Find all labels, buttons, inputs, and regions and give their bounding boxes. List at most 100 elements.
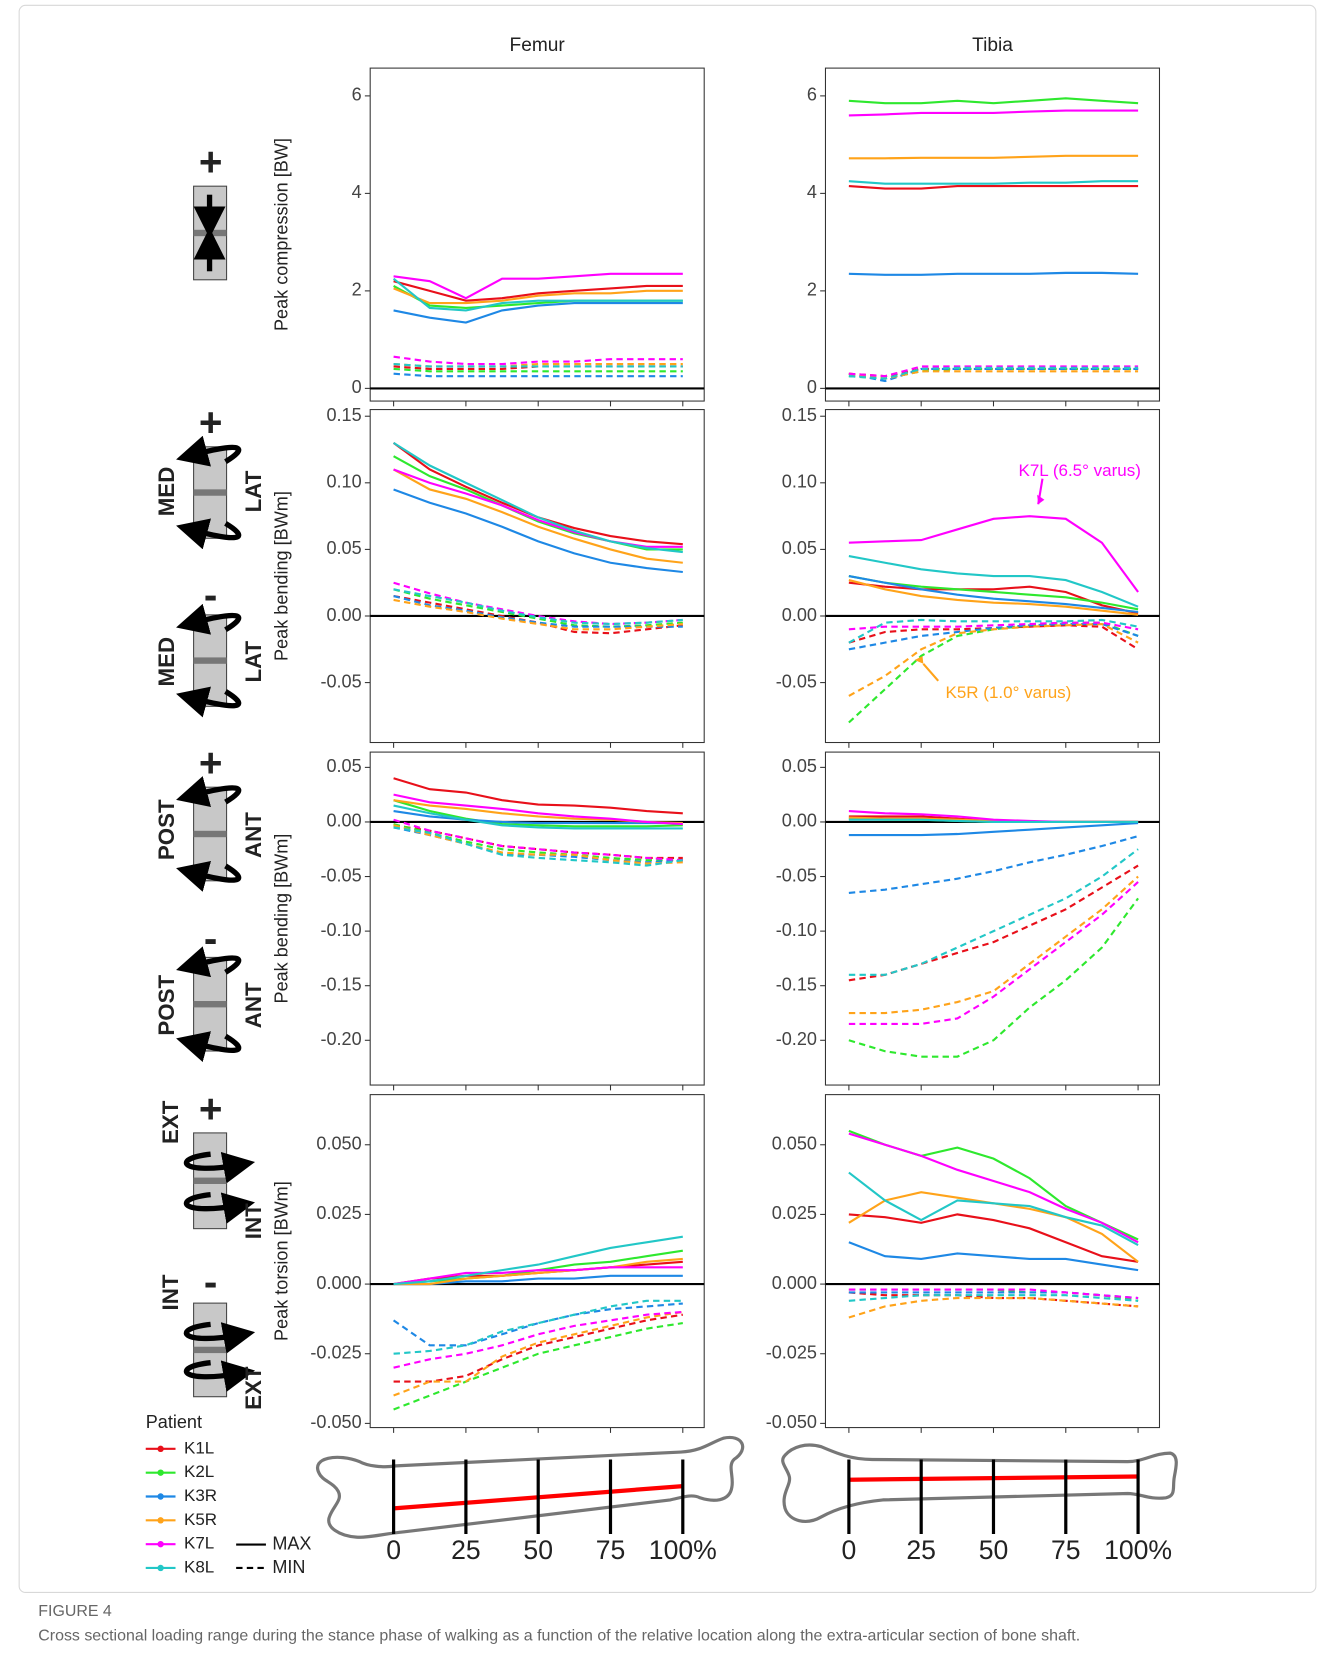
icon-sign: + (199, 139, 223, 185)
y-tick-label: -0.20 (320, 1029, 361, 1049)
y-tick-label: -0.20 (776, 1029, 817, 1049)
section-marker (194, 1178, 227, 1184)
icon-label: POST (154, 799, 179, 860)
icon-label: POST (154, 975, 179, 1036)
legend-dot (157, 1541, 163, 1547)
y-tick-label: 2 (807, 280, 817, 300)
y-tick-label: 4 (352, 182, 362, 202)
x-tick-label: 50 (523, 1535, 553, 1565)
y-tick-label: -0.05 (320, 865, 361, 885)
panel-title: Femur (510, 35, 566, 56)
icon-label: INT (241, 1203, 266, 1239)
legend-label: K5R (184, 1510, 217, 1529)
y-tick-label: -0.05 (776, 865, 817, 885)
icon-label: MED (154, 467, 179, 517)
legend-title: Patient (146, 1412, 202, 1432)
legend-dot (157, 1517, 163, 1523)
y-tick-label: 4 (807, 182, 817, 202)
x-tick-label: 100% (649, 1535, 717, 1565)
legend-label: K8L (184, 1557, 214, 1576)
x-tick-label: 100% (1104, 1535, 1172, 1565)
y-tick-label: 0.05 (782, 756, 817, 776)
y-tick-label: 0.025 (772, 1203, 817, 1223)
y-tick-label: 0.10 (326, 472, 361, 492)
annotation: K7L (6.5° varus) (1019, 461, 1141, 480)
y-tick-label: -0.050 (310, 1412, 361, 1432)
section-marker (194, 1347, 227, 1353)
icon-sign: - (204, 572, 217, 618)
legend-label: K2L (184, 1462, 214, 1481)
icon-label: INT (158, 1274, 183, 1310)
x-tick-label: 0 (386, 1535, 401, 1565)
y-tick-label: 0.15 (782, 405, 817, 425)
icon-sign: - (204, 1259, 217, 1305)
y-tick-label: 2 (352, 280, 362, 300)
legend-dot (157, 1446, 163, 1452)
y-tick-label: 0.10 (782, 472, 817, 492)
y-tick-label: 0.025 (316, 1203, 361, 1223)
y-tick-label: 0.050 (772, 1134, 817, 1154)
y-tick-label: -0.05 (776, 671, 817, 691)
plot-panel (825, 752, 1159, 1085)
panel-title: Tibia (972, 35, 1013, 56)
legend-dot (157, 1469, 163, 1475)
y-tick-label: 0.15 (326, 405, 361, 425)
x-tick-label: 25 (906, 1535, 936, 1565)
annotation: K5R (1.0° varus) (946, 683, 1072, 702)
y-tick-label: 0.05 (326, 538, 361, 558)
caption-label: FIGURE 4 (38, 1603, 112, 1620)
y-tick-label: 0.000 (772, 1273, 817, 1293)
y-tick-label: 0.00 (326, 811, 361, 831)
y-tick-label: 0 (352, 377, 362, 397)
legend-label: K1L (184, 1438, 214, 1457)
legend-dot (157, 1565, 163, 1571)
legend-linetype-label: MAX (272, 1533, 311, 1553)
icon-sign: - (204, 915, 217, 961)
section-marker (194, 1001, 227, 1007)
legend-label: K7L (184, 1534, 214, 1553)
x-tick-label: 0 (841, 1535, 856, 1565)
section-marker (194, 831, 227, 837)
y-axis-label: Peak compression [BW] (272, 138, 292, 331)
icon-sign: + (199, 740, 223, 786)
icon-label: EXT (158, 1100, 183, 1144)
y-tick-label: -0.050 (766, 1412, 817, 1432)
icon-label: MED (154, 637, 179, 687)
x-tick-label: 75 (1051, 1535, 1081, 1565)
y-tick-label: -0.025 (766, 1343, 817, 1363)
y-tick-label: 0.05 (782, 538, 817, 558)
y-tick-label: 0.00 (326, 605, 361, 625)
y-tick-label: -0.15 (776, 974, 817, 994)
plot-panel (825, 68, 1159, 401)
section-marker (194, 657, 227, 663)
icon-label: LAT (241, 470, 266, 512)
y-axis-label: Peak torsion [BWm] (272, 1181, 292, 1341)
y-axis-label: Peak bending [BWm] (272, 491, 292, 661)
y-tick-label: 0.00 (782, 811, 817, 831)
section-marker (194, 489, 227, 495)
y-tick-label: -0.15 (320, 974, 361, 994)
y-tick-label: -0.10 (320, 920, 361, 940)
y-tick-label: -0.025 (310, 1343, 361, 1363)
icon-sign: + (199, 399, 223, 445)
x-tick-label: 25 (451, 1535, 481, 1565)
y-tick-label: 6 (352, 85, 362, 105)
legend-dot (157, 1493, 163, 1499)
icon-label: ANT (241, 812, 266, 858)
y-axis-label: Peak bending [BWm] (272, 834, 292, 1004)
y-tick-label: 0.05 (326, 756, 361, 776)
legend-linetype-label: MIN (272, 1557, 305, 1577)
y-tick-label: -0.05 (320, 671, 361, 691)
icon-label: EXT (241, 1366, 266, 1410)
icon-label: LAT (241, 640, 266, 682)
y-tick-label: -0.10 (776, 920, 817, 940)
y-tick-label: 0.050 (316, 1134, 361, 1154)
x-tick-label: 75 (596, 1535, 626, 1565)
plot-panel (825, 1095, 1159, 1428)
plot-panel (370, 68, 704, 401)
icon-label: ANT (241, 982, 266, 1028)
section-marker (194, 230, 227, 236)
x-tick-label: 50 (979, 1535, 1009, 1565)
y-tick-label: 6 (807, 85, 817, 105)
caption-text: Cross sectional loading range during the… (38, 1627, 1080, 1644)
